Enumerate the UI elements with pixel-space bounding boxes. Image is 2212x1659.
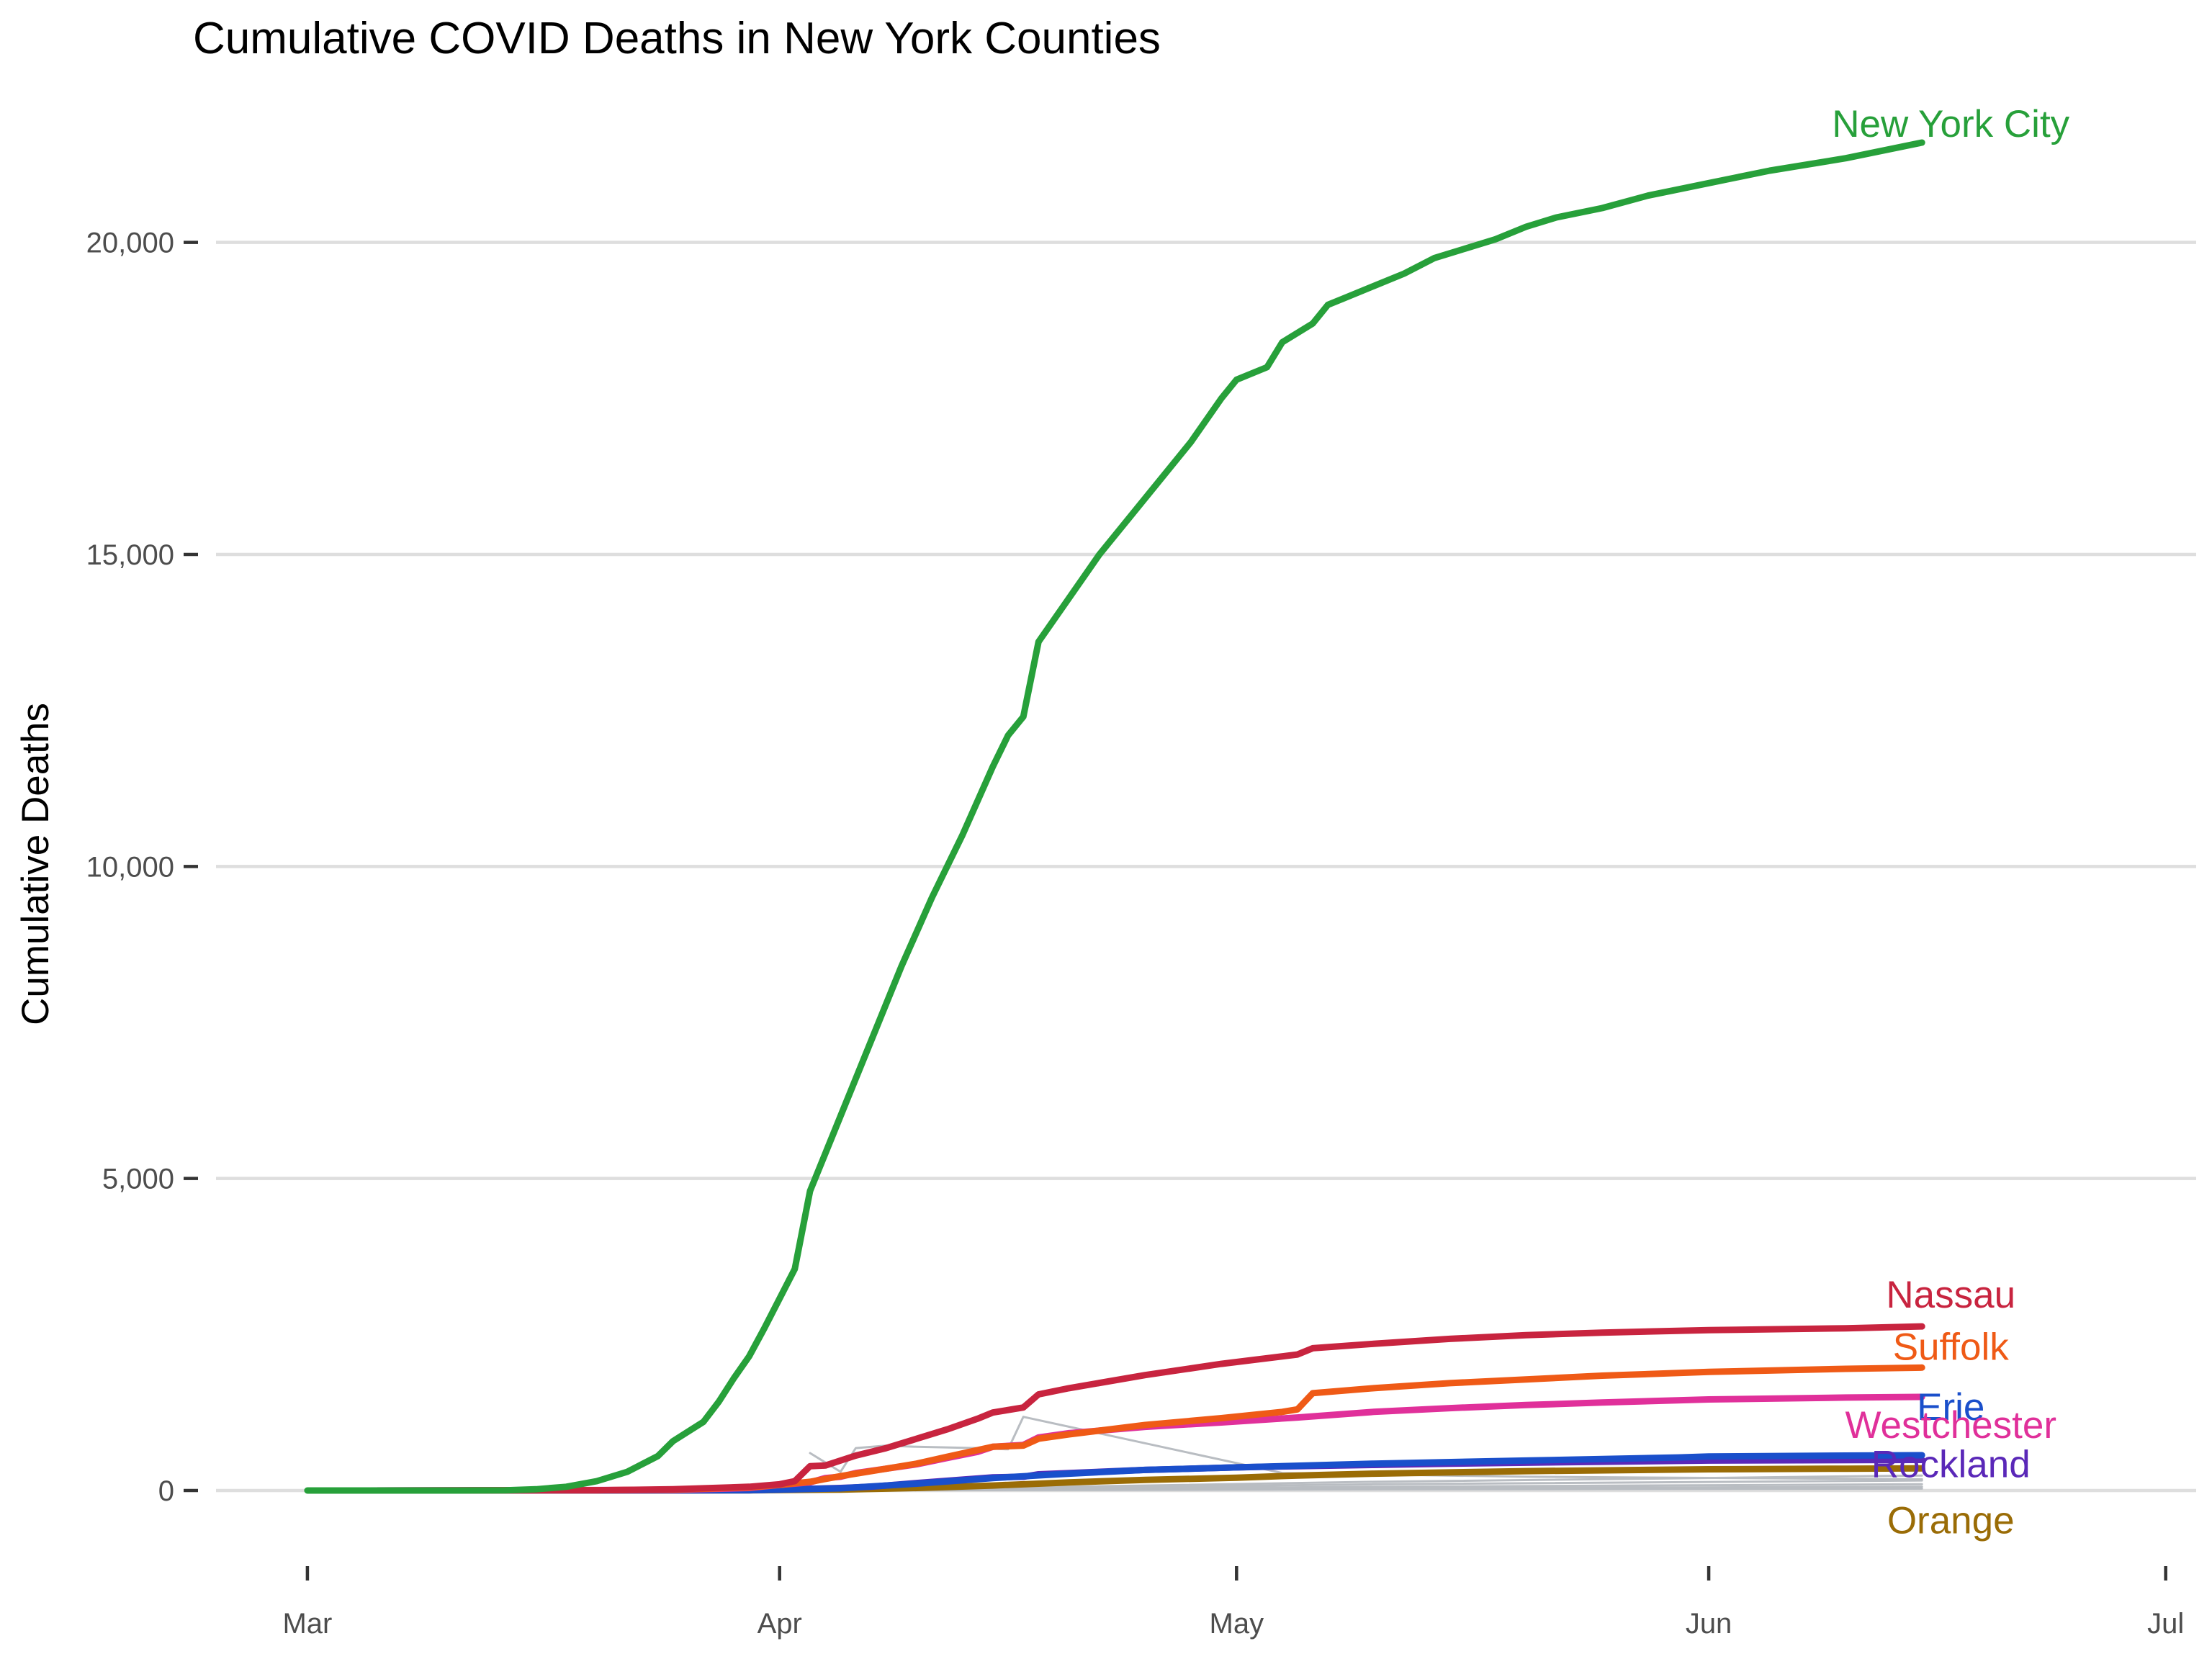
series-label-rockland: Rockland	[1871, 1444, 2031, 1486]
gridlines	[216, 240, 2196, 1493]
series-line-westchester	[349, 1393, 1925, 1494]
series-line-nassau	[365, 1323, 1925, 1494]
series-label-erie: Erie	[1917, 1386, 1984, 1429]
y-tick-label: 20,000	[86, 228, 174, 259]
series-line-erie	[365, 1452, 1925, 1494]
x-tick-label: Apr	[757, 1608, 802, 1640]
y-axis-ticks: 0 5,000 10,000 15,000 20,000	[86, 228, 198, 1507]
x-tick-label: Jun	[1686, 1608, 1732, 1640]
x-axis-ticks: Mar Apr May Jun Jul	[282, 1566, 2184, 1640]
y-tick-label: 5,000	[102, 1164, 174, 1195]
x-tick-label: May	[1210, 1608, 1264, 1640]
series-lines	[304, 139, 1925, 1494]
chart-title: Cumulative COVID Deaths in New York Coun…	[193, 14, 1161, 63]
series-label-nassau: Nassau	[1886, 1274, 2015, 1316]
series-label-orange: Orange	[1887, 1500, 2015, 1542]
series-label-new-york-city: New York City	[1832, 103, 2069, 145]
x-tick-label: Mar	[282, 1608, 332, 1640]
y-tick-label: 0	[158, 1475, 174, 1507]
y-tick-label: 15,000	[86, 539, 174, 571]
series-line-new-york-city	[304, 139, 1925, 1494]
series-label-westchester: Westchester	[1845, 1404, 2056, 1447]
y-tick-label: 10,000	[86, 851, 174, 883]
x-tick-label: Jul	[2147, 1608, 2184, 1640]
series-label-suffolk: Suffolk	[1893, 1326, 2010, 1369]
y-axis-title: Cumulative Deaths	[14, 703, 57, 1025]
